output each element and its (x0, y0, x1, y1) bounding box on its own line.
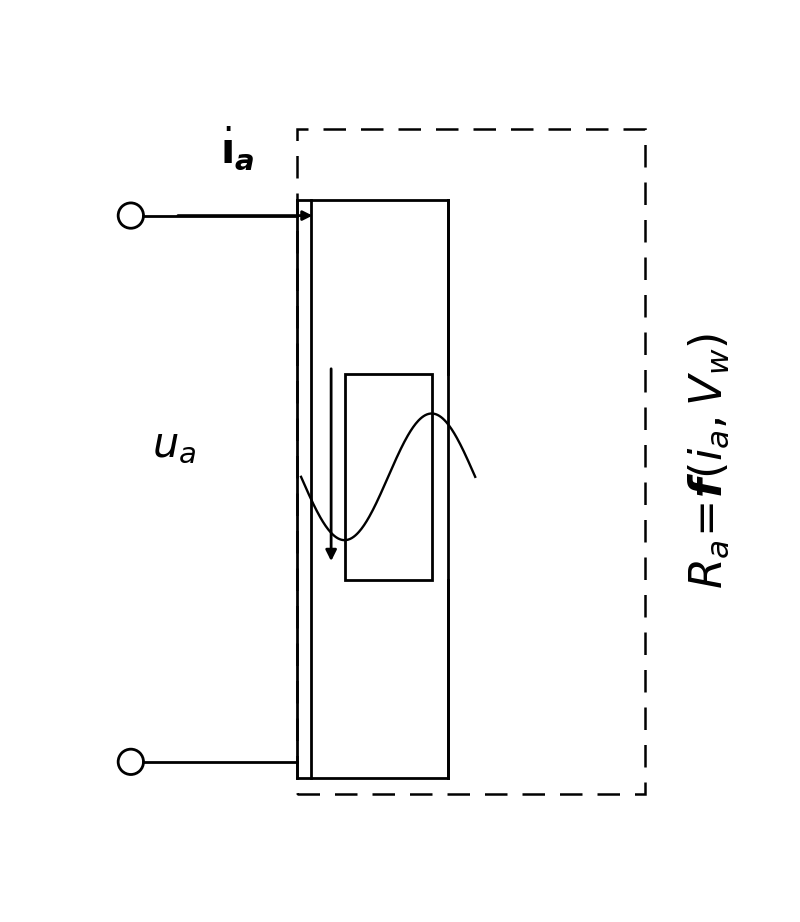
Text: $\dot{\boldsymbol{\imath}}_{\boldsymbol{a}}$: $\dot{\boldsymbol{\imath}}_{\boldsymbol{… (221, 124, 255, 172)
Text: $\boldsymbol{R_a}\!=\!\boldsymbol{f}(\boldsymbol{i_a},\boldsymbol{V_w})$: $\boldsymbol{R_a}\!=\!\boldsymbol{f}(\bo… (686, 333, 731, 589)
Bar (345, 374, 432, 580)
Bar (297, 128, 646, 794)
Text: $\boldsymbol{u_a}$: $\boldsymbol{u_a}$ (152, 424, 197, 467)
